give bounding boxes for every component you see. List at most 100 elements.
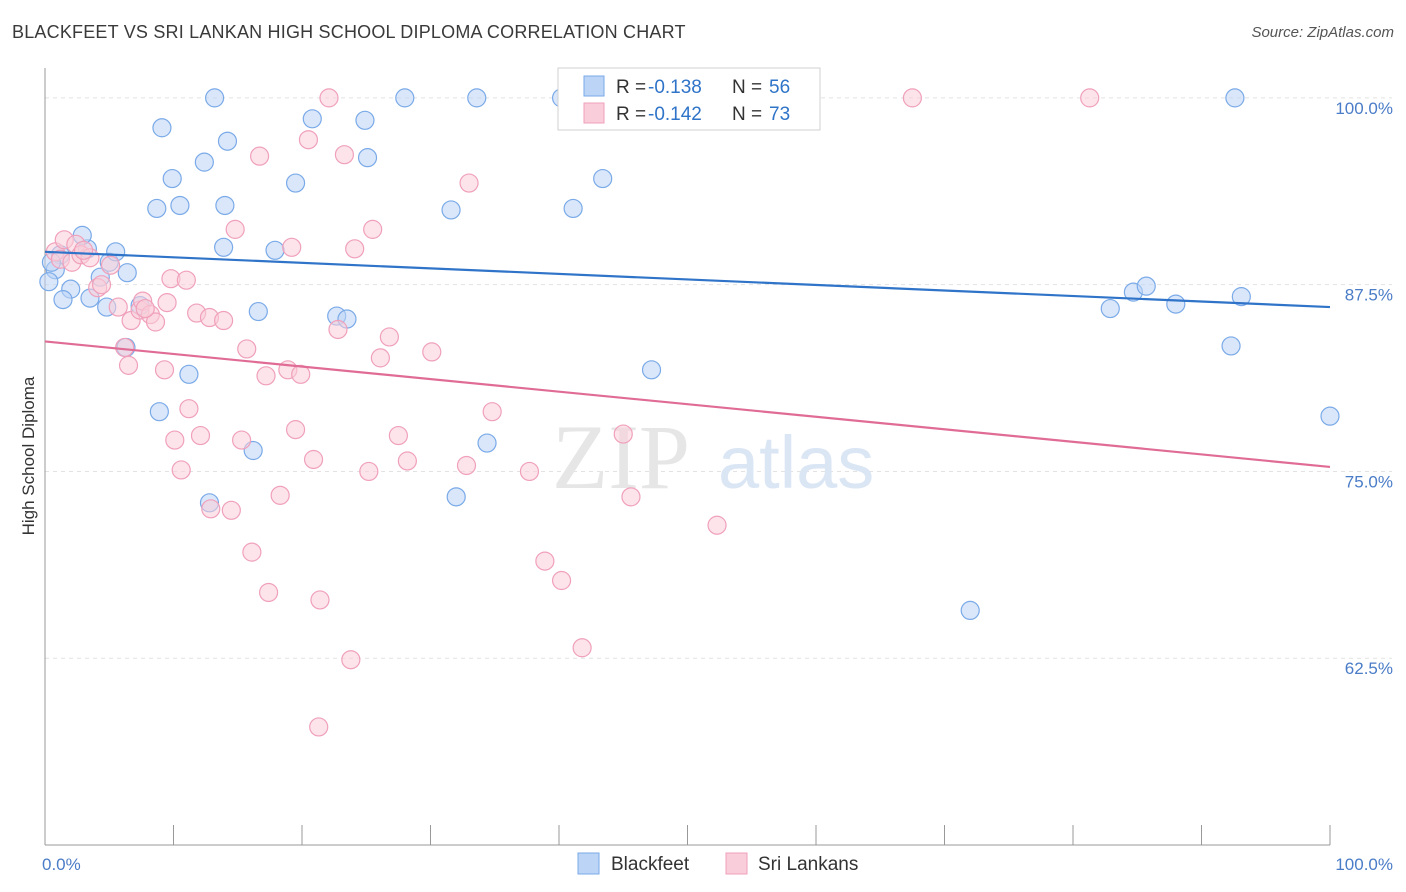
srilankan-point xyxy=(165,430,185,450)
bottom-swatch-srilankans xyxy=(725,852,748,875)
srilankan-point xyxy=(1080,88,1100,108)
srilankan-point xyxy=(214,310,234,331)
x-tick-label-min: 0.0% xyxy=(42,855,81,874)
series-legend: Blackfeet Sri Lankans xyxy=(577,852,858,875)
blackfeet-point xyxy=(1166,294,1186,314)
srilankan-point xyxy=(115,337,135,358)
y-tick-labels: 100.0% 87.5% 75.0% 62.5% xyxy=(1335,99,1393,678)
blackfeet-point xyxy=(467,88,487,108)
blackfeet-point xyxy=(205,88,225,108)
srilankan-point xyxy=(179,399,199,419)
blackfeet-point xyxy=(302,109,322,129)
srilankan-point xyxy=(902,88,922,108)
legend-swatch-srilankans xyxy=(583,102,605,124)
y-axis-label: High School Diploma xyxy=(19,376,38,535)
srilankan-point xyxy=(482,402,502,422)
legend-n-value-srilankans: 73 xyxy=(769,104,790,125)
srilankan-point xyxy=(456,455,477,476)
grid-lines xyxy=(45,97,1392,659)
blackfeet-point xyxy=(194,152,214,172)
srilankan-point xyxy=(370,348,390,368)
blackfeet-point xyxy=(170,195,190,216)
legend-n-label-srilankans: N = xyxy=(732,104,767,125)
legend-r-value-blackfeet: -0.138 xyxy=(648,77,702,98)
srilankan-point xyxy=(319,88,339,108)
srilankan-point xyxy=(225,219,245,239)
blackfeet-point xyxy=(214,237,234,257)
blackfeet-point xyxy=(1221,336,1241,356)
srilankan-point xyxy=(258,582,279,603)
srilankan-point xyxy=(551,570,572,591)
blackfeet-point xyxy=(179,364,199,384)
srilankan-point xyxy=(256,366,276,386)
blackfeet-point xyxy=(441,200,461,220)
srilankan-points xyxy=(45,88,1100,737)
srilankan-point xyxy=(270,485,290,505)
source-label: Source: ZipAtlas.com xyxy=(1251,24,1394,41)
srilankan-point xyxy=(176,270,196,290)
x-tick-label-max: 100.0% xyxy=(1335,855,1393,874)
blackfeet-point xyxy=(593,168,613,189)
srilankan-point xyxy=(345,239,365,259)
srilankan-point xyxy=(145,312,166,332)
bottom-legend-srilankans: Sri Lankans xyxy=(758,854,858,875)
srilankan-point xyxy=(91,275,112,295)
blackfeet-point xyxy=(149,402,169,422)
blackfeet-point xyxy=(395,88,415,108)
blackfeet-point xyxy=(265,240,285,260)
bottom-swatch-blackfeet xyxy=(577,852,600,875)
srilankan-point xyxy=(363,219,383,239)
srilankan-point xyxy=(201,499,221,519)
blackfeet-point xyxy=(248,301,268,322)
blackfeet-point xyxy=(147,198,167,219)
legend-r-label-srilankans: R = xyxy=(616,104,651,125)
blackfeet-point xyxy=(355,110,375,130)
srilankan-point xyxy=(282,237,302,257)
srilankan-point xyxy=(422,342,442,362)
blackfeet-point xyxy=(641,360,662,380)
srilankan-point xyxy=(242,542,262,562)
srilankan-point xyxy=(157,292,177,313)
srilankan-point xyxy=(135,298,155,319)
srilankan-point xyxy=(285,420,306,440)
srilankan-point xyxy=(379,327,399,347)
srilankan-trend-line xyxy=(44,340,1331,469)
srilankan-point xyxy=(535,551,555,571)
blackfeet-point xyxy=(1136,276,1156,296)
srilankan-point xyxy=(108,297,128,317)
blackfeet-point xyxy=(53,290,73,310)
blackfeet-point xyxy=(215,195,235,216)
bottom-legend-blackfeet: Blackfeet xyxy=(611,854,690,875)
srilankan-point xyxy=(459,173,479,193)
blackfeet-point xyxy=(1225,88,1245,108)
srilankan-point xyxy=(221,500,241,520)
blackfeet-point xyxy=(39,272,59,292)
srilankan-point xyxy=(118,355,139,375)
srilankan-point xyxy=(310,590,330,610)
srilankan-point xyxy=(100,255,121,275)
blackfeet-trend-line xyxy=(44,250,1331,309)
srilankan-point xyxy=(309,717,329,737)
y-tick-label: 75.0% xyxy=(1345,472,1393,491)
srilankan-point xyxy=(328,319,348,340)
blackfeet-points xyxy=(39,88,1340,621)
blackfeet-point xyxy=(1100,298,1120,319)
srilankan-point xyxy=(359,461,379,482)
watermark-atlas: atlas xyxy=(718,421,874,504)
srilankan-point xyxy=(298,130,319,150)
watermark: ZIP atlas xyxy=(552,406,874,508)
srilankan-point xyxy=(190,425,211,446)
srilankan-point xyxy=(334,145,355,165)
trend-lines xyxy=(44,250,1331,469)
srilankan-point xyxy=(232,430,252,450)
srilankan-point xyxy=(621,487,641,507)
blackfeet-point xyxy=(1320,406,1340,426)
watermark-zip: ZIP xyxy=(552,406,690,508)
legend-n-value-blackfeet: 56 xyxy=(769,77,790,98)
srilankan-point xyxy=(249,146,270,166)
srilankan-point xyxy=(519,461,540,482)
y-tick-label: 62.5% xyxy=(1345,659,1393,678)
x-tick-marks xyxy=(173,825,1331,845)
blackfeet-point xyxy=(446,487,466,507)
legend-n-label-blackfeet: N = xyxy=(732,77,767,98)
